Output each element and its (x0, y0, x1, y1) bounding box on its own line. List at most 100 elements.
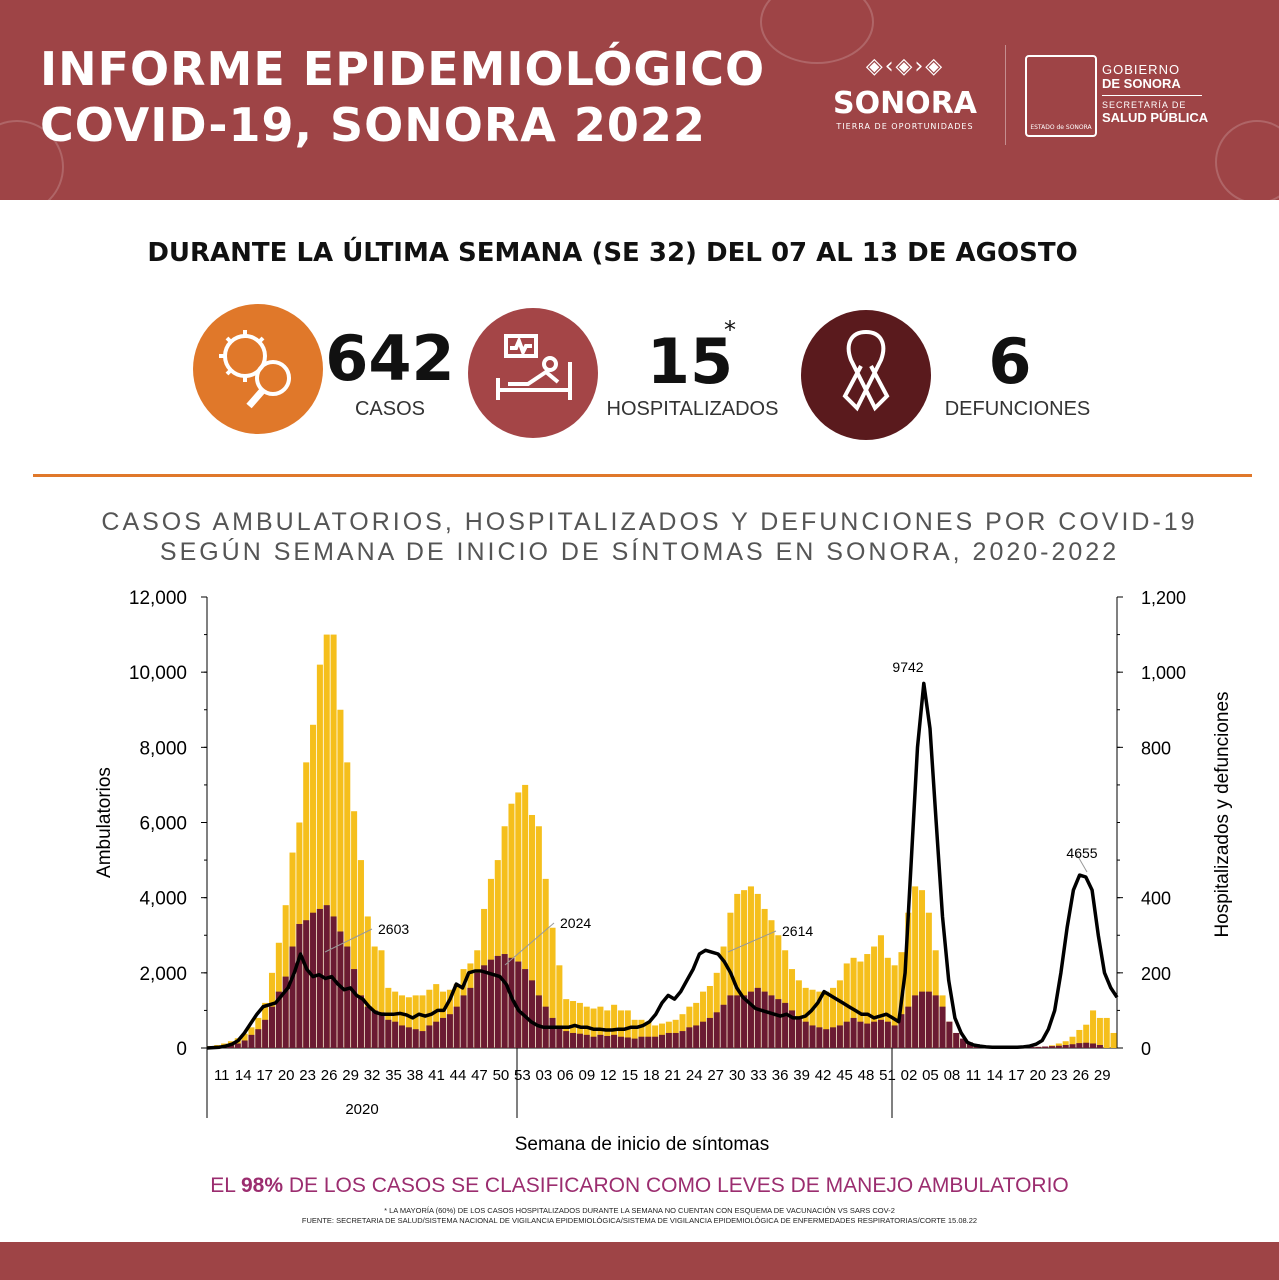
bar-hospitalizados (289, 946, 296, 1048)
y-tick-label-left: 10,000 (129, 663, 187, 684)
bar-hospitalizados (1042, 1046, 1049, 1048)
bar-ambulatorios (836, 980, 843, 1048)
bar-ambulatorios (823, 991, 830, 1048)
x-tick-label: 51 (879, 1067, 896, 1084)
bar-hospitalizados (262, 1019, 269, 1048)
bar-ambulatorios (747, 886, 754, 1048)
footer-prefix: EL (210, 1174, 241, 1197)
bar-ambulatorios (344, 762, 351, 1048)
bar-ambulatorios (515, 792, 522, 1048)
x-tick-label: 03 (536, 1067, 553, 1084)
bar-hospitalizados (303, 920, 310, 1048)
page-title-line2: COVID-19, SONORA 2022 (40, 98, 706, 152)
bar-ambulatorios (611, 1004, 618, 1048)
line-defunciones (206, 681, 1119, 1050)
bar-hospitalizados (809, 1025, 816, 1048)
footer-percent: 98% (240, 1174, 284, 1197)
annotation-leader (504, 922, 555, 966)
bar-ambulatorios (1110, 1032, 1117, 1048)
bar-hospitalizados (310, 912, 317, 1048)
bar-ambulatorios (891, 965, 898, 1048)
bar-hospitalizados (713, 1012, 720, 1048)
bar-hospitalizados (700, 1021, 707, 1048)
bar-ambulatorios (522, 784, 529, 1048)
y-tick-label-left: 6,000 (139, 814, 187, 835)
bar-hospitalizados (638, 1036, 645, 1048)
bar-hospitalizados (816, 1027, 823, 1048)
bar-ambulatorios (782, 950, 789, 1048)
logo-divider (1005, 45, 1006, 145)
bar-hospitalizados (392, 1021, 399, 1048)
bar-hospitalizados (693, 1025, 700, 1048)
bar-ambulatorios (378, 950, 385, 1048)
cases-icon-circle (193, 304, 323, 434)
footer-main: EL 98% DE LOS CASOS SE CLASIFICARON COMO… (0, 1174, 1279, 1198)
bar-ambulatorios (351, 811, 358, 1048)
bar-ambulatorios (816, 991, 823, 1048)
bar-ambulatorios (638, 1019, 645, 1048)
bar-hospitalizados (652, 1036, 659, 1048)
footnote-source: FUENTE: SECRETARIA DE SALUD/SISTEMA NACI… (301, 1216, 978, 1225)
x-tick-label: 26 (1072, 1067, 1089, 1084)
gov-line1: GOBIERNO (1102, 62, 1181, 77)
bar-hospitalizados (686, 1027, 693, 1048)
bar-ambulatorios (864, 954, 871, 1048)
bar-hospitalizados (241, 1040, 248, 1048)
hospital-icon-circle (468, 308, 598, 438)
deaths-label: DEFUNCIONES (944, 398, 1091, 420)
cases-label: CASOS (354, 398, 426, 420)
x-tick-label: 35 (385, 1067, 402, 1084)
bar-ambulatorios (871, 946, 878, 1048)
x-tick-label: 06 (557, 1067, 574, 1084)
y-tick-label-right: 800 (1141, 738, 1171, 758)
bar-hospitalizados (658, 1034, 666, 1048)
x-tick-label: 30 (729, 1067, 746, 1084)
bar-hospitalizados (918, 991, 926, 1048)
bar-ambulatorios (303, 762, 310, 1048)
bar-hospitalizados (474, 972, 481, 1048)
sonora-logo-word: SONORA (832, 86, 978, 121)
cases-value: 642 (325, 322, 455, 395)
bar-ambulatorios (918, 890, 926, 1048)
x-tick-label: 08 (944, 1067, 961, 1084)
x-tick-label: 29 (342, 1067, 359, 1084)
bar-hospitalizados (782, 1002, 789, 1048)
bar-hospitalizados (255, 1029, 262, 1048)
bar-ambulatorios (925, 912, 932, 1048)
bar-hospitalizados (597, 1034, 604, 1048)
bar-hospitalizados (611, 1034, 618, 1048)
bar-hospitalizados (412, 1029, 419, 1048)
bottom-bar (0, 1242, 1279, 1280)
bar-hospitalizados (788, 1010, 796, 1048)
bar-ambulatorios (686, 1006, 693, 1048)
x-tick-label: 45 (836, 1067, 853, 1084)
x-tick-label: 41 (428, 1067, 445, 1084)
bar-hospitalizados (741, 995, 748, 1048)
x-tick-label: 42 (815, 1067, 832, 1084)
bar-hospitalizados (1048, 1046, 1056, 1048)
ribbon-icon (842, 330, 890, 412)
y-tick-label-right: 1,000 (1141, 663, 1186, 683)
bar-ambulatorios (1103, 1017, 1110, 1048)
bar-hospitalizados (871, 1021, 878, 1048)
bar-hospitalizados (549, 1017, 556, 1048)
section-divider (33, 474, 1252, 477)
bar-ambulatorios (720, 946, 727, 1048)
annotation-label: 4655 (1066, 845, 1097, 861)
bar-hospitalizados (268, 1006, 276, 1048)
hospitalized-value: 15 (646, 325, 734, 398)
bar-hospitalizados (227, 1044, 234, 1048)
bar-hospitalizados (843, 1021, 850, 1048)
bar-hospitalizados (877, 1019, 884, 1048)
bar-hospitalizados (939, 1006, 946, 1048)
bar-hospitalizados (1096, 1044, 1103, 1048)
y-tick-label-left: 0 (176, 1039, 187, 1060)
y-axis-title-left: Ambulatorios (94, 767, 115, 878)
bar-hospitalizados (891, 1025, 898, 1048)
hospitalized-asterisk: * (724, 316, 736, 344)
bar-ambulatorios (754, 893, 761, 1048)
bar-hospitalizados (768, 995, 775, 1048)
bar-hospitalizados (563, 1031, 570, 1048)
x-tick-label: 44 (450, 1067, 467, 1084)
bar-ambulatorios (850, 957, 857, 1048)
